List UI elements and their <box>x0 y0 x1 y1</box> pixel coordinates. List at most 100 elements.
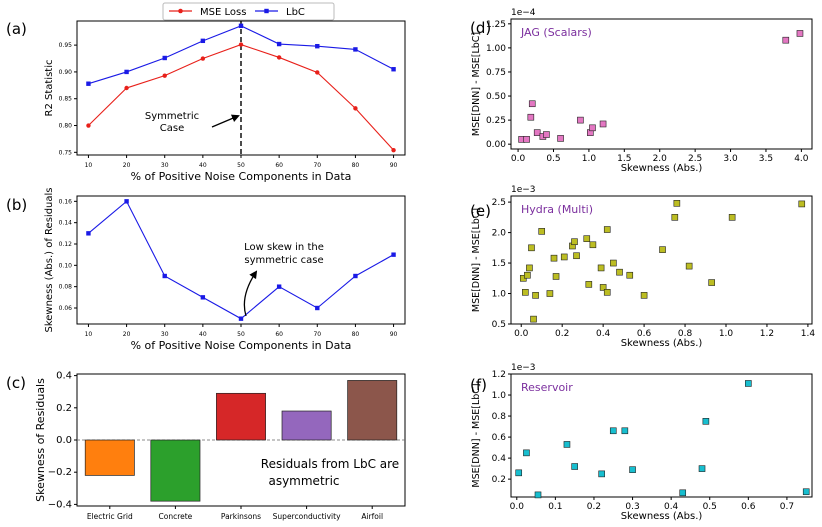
scatter-point <box>523 449 530 457</box>
scatter-point <box>522 289 529 296</box>
y-tick-label: 0.4 <box>56 371 72 382</box>
panel-a: (a) 10 20 30 40 50 60 70 80 90 0.75 0.80 0.85 0.90 0.9… <box>6 2 406 183</box>
x-axis-label: % of Positive Noise Components in Data <box>131 170 352 183</box>
x-tick-label: 50 <box>237 331 245 338</box>
scatter-point <box>543 131 550 138</box>
x-tick-label: Parkinsons <box>221 512 261 521</box>
x-tick-label: Airfoil <box>361 512 383 521</box>
scatter-point <box>659 246 666 253</box>
scatter-point <box>626 271 634 279</box>
x-tick-label: 0.2 <box>555 329 569 339</box>
scatter-point <box>577 116 584 124</box>
x-tick-label: 1.5 <box>617 154 631 164</box>
axis-exponent: 1e−3 <box>511 185 536 195</box>
data-point <box>162 55 167 61</box>
scatter-point <box>571 238 578 246</box>
bar-electric-grid <box>84 439 135 476</box>
scatter-point <box>640 292 648 299</box>
x-tick-label: 0.5 <box>703 502 717 512</box>
data-point <box>276 41 282 47</box>
scatter-point <box>598 470 605 478</box>
y-tick-label: 0.4 <box>492 454 507 464</box>
y-tick-label: 0.6 <box>492 433 507 443</box>
scatter-point <box>728 214 736 221</box>
x-tick-label: 60 <box>275 162 283 169</box>
scatter-point <box>802 488 810 496</box>
x-axis-label: Skewness (Abs.) <box>621 511 703 522</box>
y-tick-label: 0.12 <box>59 241 73 248</box>
x-tick-label: 0.7 <box>780 502 794 512</box>
x-tick-label: 50 <box>237 162 245 169</box>
panel-label-a: (a) <box>6 20 27 38</box>
dataset-title: JAG (Scalars) <box>520 26 592 39</box>
x-tick-label: 2.0 <box>653 154 668 164</box>
y-tick-label: 0.0 <box>56 435 72 446</box>
bar-superconductivity <box>281 410 332 441</box>
axes-frame-b <box>76 195 406 325</box>
y-tick-label: 0.5 <box>492 320 506 330</box>
y-tick-label: 0.95 <box>59 42 73 49</box>
x-tick-label: 70 <box>313 331 321 338</box>
y-tick-label: 0.80 <box>59 123 73 130</box>
y-tick-label: 0.08 <box>59 284 73 291</box>
x-tick-label: 0.1 <box>548 502 562 512</box>
scatter-point <box>610 259 617 267</box>
scatter-point <box>599 120 607 128</box>
legend-marker-lbc <box>264 8 269 14</box>
data-point <box>86 81 91 86</box>
data-point <box>315 305 320 311</box>
x-tick-label: 4.0 <box>794 154 809 164</box>
scatter-point <box>527 113 535 121</box>
x-tick-label: 0.2 <box>587 502 601 512</box>
y-tick-label: 0.06 <box>59 305 73 312</box>
x-tick-label: 3.0 <box>723 154 738 164</box>
data-point <box>124 69 129 75</box>
x-tick-label: 30 <box>161 162 169 169</box>
data-point <box>162 273 167 279</box>
y-axis-label: Skewness (Abs.) of Residuals <box>44 187 55 332</box>
data-point <box>315 43 320 49</box>
scatter-point <box>571 463 578 470</box>
x-tick-label: Electric Grid <box>87 512 133 521</box>
data-point <box>353 106 358 111</box>
bar-parkinsons <box>216 392 266 441</box>
y-tick-label: 2.5 <box>492 198 506 208</box>
scatter-point <box>552 273 560 280</box>
scatter-point <box>599 284 607 291</box>
annotation-arrow <box>243 270 258 317</box>
scatter-point <box>609 427 617 435</box>
scatter-point <box>585 281 593 288</box>
scatter-point <box>629 466 636 473</box>
y-tick-label: 0.10 <box>59 262 73 269</box>
y-tick-label: 0.75 <box>486 68 506 78</box>
x-tick-label: 0.6 <box>741 502 756 512</box>
data-point <box>353 273 358 279</box>
scatter-point <box>560 253 568 261</box>
panel-label-f: (f) <box>470 376 487 394</box>
scatter-point <box>782 36 790 44</box>
y-axis-label: MSE[DNN] - MSE[LbC] <box>471 208 482 312</box>
scatter-point <box>546 290 554 297</box>
scatter-point <box>798 200 806 208</box>
scatter-point <box>573 252 580 260</box>
annotation-line2: Case <box>160 123 184 134</box>
legend-marker-mse <box>178 8 183 14</box>
y-tick-label: 1.0 <box>492 391 507 401</box>
data-point <box>391 147 396 153</box>
axes-frame-f <box>510 373 813 498</box>
y-tick-label: 0.2 <box>56 403 72 414</box>
scatter-point <box>597 264 605 272</box>
x-tick-label: Superconductivity <box>273 512 341 521</box>
x-tick-label: 1.4 <box>801 329 816 339</box>
scatter-point <box>745 380 752 387</box>
bar-concrete <box>150 439 201 502</box>
x-tick-label: 0.3 <box>625 502 639 512</box>
panel-label-c: (c) <box>6 374 26 392</box>
data-point <box>200 38 206 44</box>
scatter-point <box>621 427 629 435</box>
scatter-point <box>515 469 523 477</box>
annotation-line2: asymmetric <box>268 474 339 488</box>
y-tick-label: 0.85 <box>59 96 73 103</box>
data-point <box>86 123 91 128</box>
x-tick-label: 90 <box>390 162 398 169</box>
